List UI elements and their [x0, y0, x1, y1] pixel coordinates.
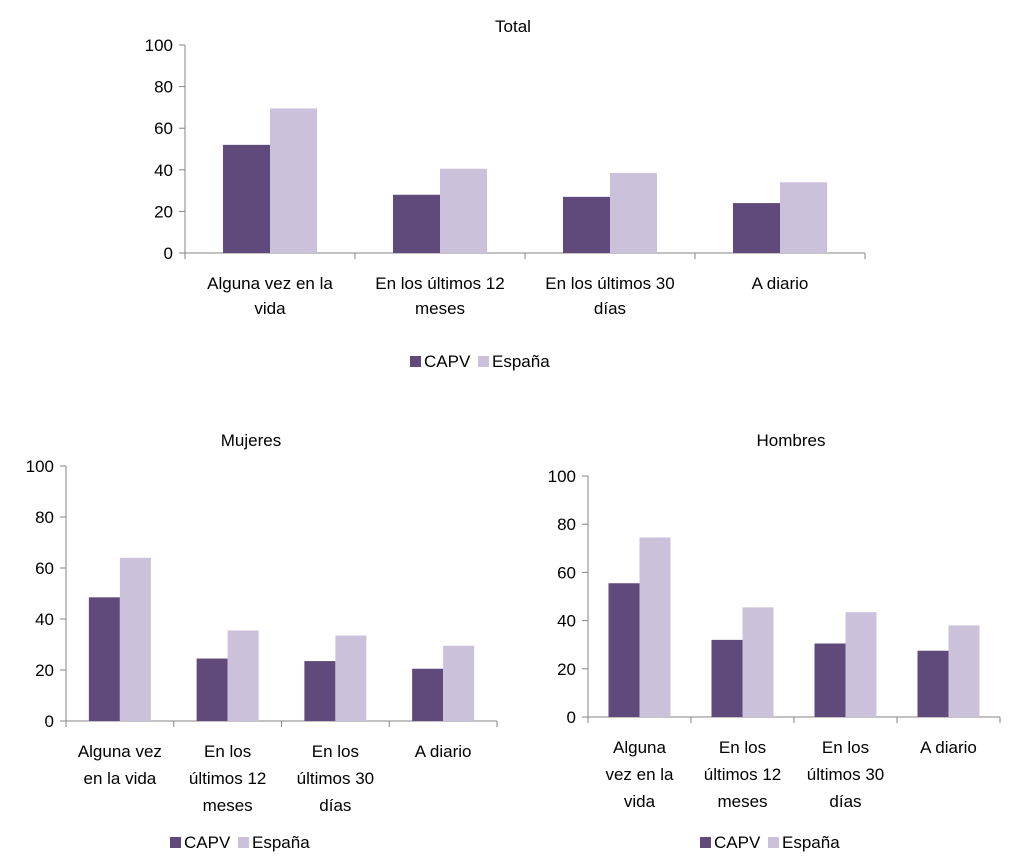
bar-capv-total-1 — [393, 194, 440, 253]
legend-swatch-capv — [700, 837, 711, 848]
bar-espana-mujeres-1 — [227, 630, 259, 721]
legend-label-espana: España — [492, 352, 550, 371]
y-tick-label: 20 — [154, 202, 173, 221]
legend-mujeres: CAPV España — [170, 833, 310, 852]
bar-capv-hombres-3 — [917, 650, 949, 717]
y-tick-label: 40 — [35, 610, 54, 629]
legend-total: CAPV España — [410, 352, 550, 371]
bar-capv-hombres-1 — [711, 639, 743, 717]
bar-capv-hombres-2 — [814, 643, 846, 717]
chart-mujeres: Mujeres 0 20 40 60 80 100 Alguna vez en la vida E… — [26, 431, 498, 852]
category-label: En los últimos 30 días — [545, 274, 674, 318]
bar-capv-total-3 — [733, 203, 780, 253]
y-tick-label: 100 — [145, 36, 173, 55]
bar-capv-total-0 — [223, 144, 270, 253]
category-label: En los últimos 30 días — [807, 738, 884, 811]
category-label: A diario — [752, 274, 809, 293]
y-tick-label: 40 — [557, 612, 576, 631]
chart-title-mujeres: Mujeres — [221, 431, 281, 450]
y-tick-label: 20 — [35, 661, 54, 680]
chart-hombres: Hombres 0 20 40 60 80 100 Alguna vez en la vida En… — [548, 431, 1001, 852]
legend-swatch-espana — [768, 837, 779, 848]
y-tick-label: 20 — [557, 660, 576, 679]
legend-label-capv: CAPV — [184, 833, 231, 852]
bar-capv-mujeres-3 — [412, 668, 444, 721]
chart-total: Total 0 20 40 60 80 100 Alguna vez en la vida En … — [145, 17, 866, 371]
category-label: En los últimos 12 meses — [189, 742, 266, 815]
category-label: En los últimos 30 días — [297, 742, 374, 815]
bar-capv-total-2 — [563, 196, 610, 253]
y-tick-label: 60 — [557, 563, 576, 582]
category-label: En los últimos 12 meses — [704, 738, 781, 811]
legend-hombres: CAPV España — [700, 833, 840, 852]
bar-espana-total-1 — [440, 168, 487, 253]
bar-espana-total-2 — [610, 172, 657, 253]
category-label: A diario — [920, 738, 977, 757]
bar-capv-mujeres-2 — [304, 661, 336, 721]
bar-espana-mujeres-2 — [335, 635, 367, 721]
bar-capv-mujeres-1 — [196, 658, 228, 721]
category-label: A diario — [415, 742, 472, 761]
legend-swatch-espana — [238, 837, 249, 848]
legend-swatch-capv — [170, 837, 181, 848]
y-tick-label: 100 — [548, 467, 576, 486]
y-tick-label: 40 — [154, 161, 173, 180]
category-label: Alguna vez en la vida — [605, 738, 674, 811]
bar-capv-hombres-0 — [608, 583, 640, 717]
y-tick-label: 0 — [45, 712, 54, 731]
category-label: Alguna vez en la vida — [207, 274, 333, 318]
bar-espana-hombres-0 — [639, 537, 671, 717]
y-tick-label: 80 — [35, 508, 54, 527]
bar-espana-total-0 — [270, 108, 317, 253]
y-tick-label: 0 — [164, 244, 173, 263]
bar-espana-hombres-3 — [948, 625, 980, 717]
bar-capv-mujeres-0 — [88, 597, 120, 721]
legend-swatch-capv — [410, 356, 421, 367]
bar-espana-hombres-2 — [845, 612, 877, 717]
chart-title-total: Total — [495, 17, 531, 36]
y-tick-label: 80 — [557, 515, 576, 534]
chart-title-hombres: Hombres — [757, 431, 826, 450]
y-tick-label: 100 — [26, 457, 54, 476]
y-tick-label: 60 — [35, 559, 54, 578]
legend-label-espana: España — [252, 833, 310, 852]
category-label: En los últimos 12 meses — [375, 274, 504, 318]
y-tick-label: 80 — [154, 78, 173, 97]
bar-espana-mujeres-3 — [443, 645, 475, 721]
bar-espana-total-3 — [780, 182, 827, 253]
legend-label-espana: España — [782, 833, 840, 852]
bar-espana-hombres-1 — [742, 607, 774, 717]
y-tick-label: 60 — [154, 119, 173, 138]
bar-espana-mujeres-0 — [119, 557, 151, 721]
legend-swatch-espana — [478, 356, 489, 367]
category-label: Alguna vez en la vida — [78, 742, 162, 788]
legend-label-capv: CAPV — [424, 352, 471, 371]
legend-label-capv: CAPV — [714, 833, 761, 852]
y-tick-label: 0 — [567, 708, 576, 727]
